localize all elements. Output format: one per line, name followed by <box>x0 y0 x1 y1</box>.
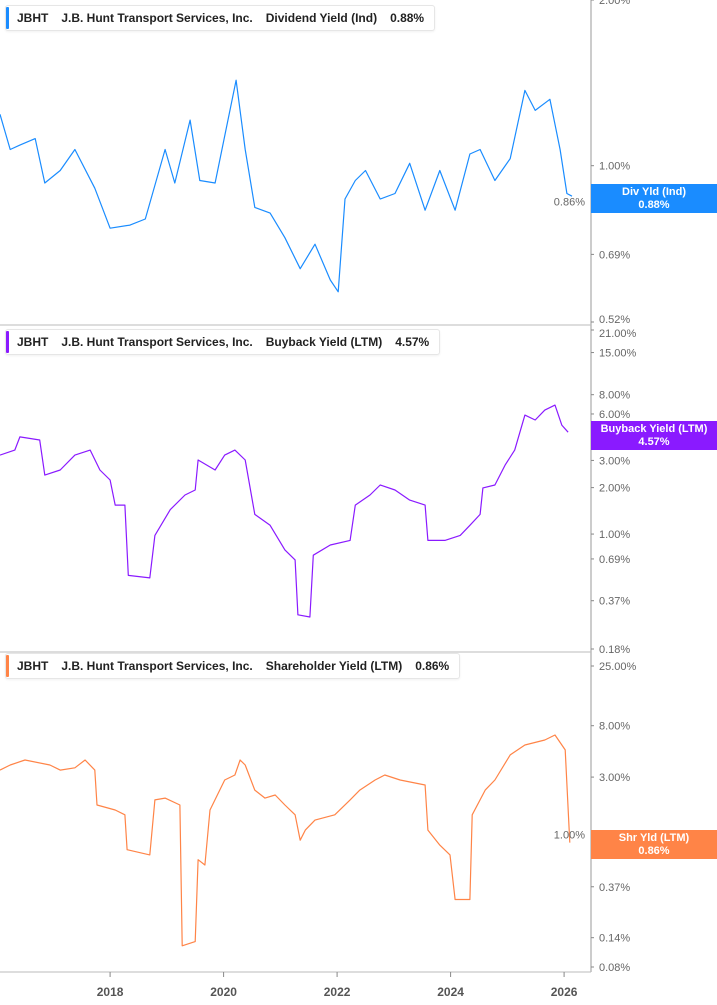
legend-company: J.B. Hunt Transport Services, Inc. <box>61 335 253 349</box>
y-tick-label: 0.69% <box>599 249 630 261</box>
x-tick-label: 2026 <box>551 985 578 999</box>
tag-value: 0.86% <box>638 845 670 857</box>
y-tick-label: 3.00% <box>599 772 630 784</box>
y-tick-label: 15.00% <box>599 348 637 360</box>
y-tick-label: 8.00% <box>599 390 630 402</box>
legend-buyback-yield: JBHT J.B. Hunt Transport Services, Inc. … <box>5 329 441 355</box>
legend-color-bar <box>6 331 9 353</box>
y-tick-label: 2.00% <box>599 0 630 7</box>
series-line-1 <box>0 79 573 293</box>
legend-company: J.B. Hunt Transport Services, Inc. <box>61 659 253 673</box>
y-tick-label: 0.37% <box>599 882 630 894</box>
y-tick-label: 0.18% <box>599 644 630 656</box>
y-tick-label: 2.00% <box>599 483 630 495</box>
legend-color-bar <box>6 655 9 677</box>
y-tick-label: 3.00% <box>599 455 630 467</box>
legend-company: J.B. Hunt Transport Services, Inc. <box>61 11 253 25</box>
y-tick-label: 6.00% <box>599 409 630 421</box>
y-tick-label: 1.00% <box>599 529 630 541</box>
tag-value: 0.88% <box>638 199 670 211</box>
legend-ticker: JBHT <box>17 659 49 673</box>
value-tag-dividend-yield: Div Yld (Ind) 0.88% <box>591 184 717 213</box>
y-tick-label: 0.52% <box>599 314 630 326</box>
y-tick-label: 1.00% <box>554 830 585 842</box>
x-tick-label: 2024 <box>437 985 464 999</box>
legend-metric: Buyback Yield (LTM) <box>265 335 383 349</box>
legend-color-bar <box>6 7 9 29</box>
legend-metric: Dividend Yield (Ind) <box>265 11 378 25</box>
legend-value: 0.88% <box>390 11 425 25</box>
legend-shareholder-yield: JBHT J.B. Hunt Transport Services, Inc. … <box>5 653 461 679</box>
y-tick-label: 1.00% <box>599 161 630 173</box>
x-tick-label: 2018 <box>97 985 124 999</box>
y-tick-label: 0.86% <box>554 197 585 209</box>
value-tag-shareholder-yield: Shr Yld (LTM) 0.86% <box>591 830 717 859</box>
y-tick-label: 21.00% <box>599 328 637 340</box>
y-tick-label: 0.37% <box>599 596 630 608</box>
series-line-3 <box>0 734 571 947</box>
legend-value: 4.57% <box>395 335 430 349</box>
x-tick-label: 2022 <box>324 985 351 999</box>
y-tick-label: 25.00% <box>599 661 637 673</box>
y-tick-label: 0.14% <box>599 933 630 945</box>
tag-label: Shr Yld (LTM) <box>618 832 690 844</box>
legend-dividend-yield: JBHT J.B. Hunt Transport Services, Inc. … <box>5 5 436 31</box>
legend-ticker: JBHT <box>17 335 49 349</box>
y-tick-label: 0.69% <box>599 554 630 566</box>
legend-ticker: JBHT <box>17 11 49 25</box>
legend-value: 0.86% <box>415 659 450 673</box>
value-tag-buyback-yield: Buyback Yield (LTM) 4.57% <box>591 421 717 450</box>
tag-label: Buyback Yield (LTM) <box>600 423 708 435</box>
legend-metric: Shareholder Yield (LTM) <box>265 659 403 673</box>
series-line-2 <box>0 404 569 618</box>
tag-value: 4.57% <box>638 436 670 448</box>
y-tick-label: 0.08% <box>599 962 630 974</box>
y-tick-label: 8.00% <box>599 721 630 733</box>
x-tick-label: 2020 <box>210 985 237 999</box>
tag-label: Div Yld (Ind) <box>622 186 686 198</box>
